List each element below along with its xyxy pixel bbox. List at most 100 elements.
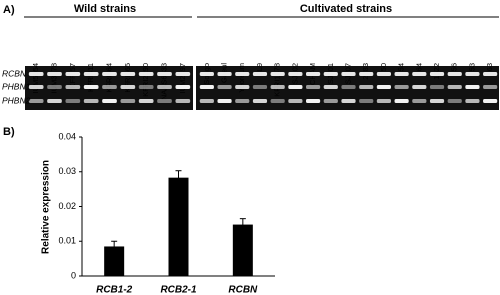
row-label: PHBN2 <box>2 95 31 105</box>
gel-band <box>199 85 214 89</box>
y-tick-label: 0.03 <box>58 166 76 176</box>
lane-label: 63 <box>485 63 494 71</box>
gel-band <box>323 72 338 76</box>
row-label: PHBN1 <box>2 81 31 91</box>
gel-band <box>102 72 117 76</box>
gel-band <box>157 85 172 89</box>
gel-band <box>138 99 154 103</box>
panel-label: A) <box>3 4 15 16</box>
lane-label: IUM5054 <box>31 63 40 93</box>
lane-label: IUM3178 <box>49 63 58 93</box>
gel-band <box>217 85 232 89</box>
gel-band <box>483 72 498 76</box>
gel-band <box>306 99 321 103</box>
gel-band <box>323 85 338 89</box>
y-axis-label: Relative expression <box>41 160 52 254</box>
gel-band <box>102 99 117 103</box>
gel-band <box>217 99 232 103</box>
gel-band <box>199 72 214 76</box>
gel-band <box>394 85 409 89</box>
gel-band <box>359 85 374 89</box>
gel-band <box>120 72 136 76</box>
gel-band <box>175 99 191 103</box>
lane-label: KFRI665 <box>123 63 132 93</box>
gel-band <box>270 85 285 89</box>
gel-band <box>376 85 391 89</box>
bar <box>232 224 253 276</box>
gel-band <box>483 85 498 89</box>
gel-band <box>429 85 445 89</box>
gel-band <box>235 99 250 103</box>
bar <box>104 246 125 276</box>
gel-band <box>376 99 391 103</box>
gel-band <box>47 85 62 89</box>
gel-band <box>252 99 268 103</box>
gel-band <box>120 99 136 103</box>
lane-label: 53 <box>467 63 476 71</box>
gel-band <box>412 72 427 76</box>
gel-band <box>28 72 44 76</box>
gel-band <box>288 72 303 76</box>
gel-band <box>288 85 303 89</box>
group-label: Cultivated strains <box>300 3 392 15</box>
gel-band <box>394 99 409 103</box>
gel-band <box>323 99 338 103</box>
error-bar <box>175 170 182 186</box>
lane-label: 50 <box>379 63 388 71</box>
gel-band <box>65 99 81 103</box>
gel-band <box>306 72 321 76</box>
gel-band <box>270 72 285 76</box>
gel-band <box>306 85 321 89</box>
gel-band <box>429 72 445 76</box>
gel-band <box>217 72 232 76</box>
lane-label: 54 <box>397 63 406 71</box>
gel-band <box>341 99 356 103</box>
gel-band <box>465 99 480 103</box>
gel-band <box>447 99 462 103</box>
y-tick-label: 0.04 <box>58 131 76 141</box>
gel-band <box>157 99 172 103</box>
gel-band <box>138 72 154 76</box>
gel-band <box>102 85 117 89</box>
gel-band <box>65 72 81 76</box>
gel-band <box>412 99 427 103</box>
gel-band <box>252 85 268 89</box>
lane-label: Yeoreum <box>237 63 246 93</box>
gel-band <box>341 72 356 76</box>
gel-band <box>270 99 285 103</box>
lane-label: KFRI411 <box>86 63 95 92</box>
gel-band <box>83 99 99 103</box>
gel-band <box>28 85 44 89</box>
gel-band <box>47 99 62 103</box>
x-tick-label: RCBN <box>228 285 258 295</box>
y-tick-label: 0 <box>71 270 76 280</box>
error-bar <box>239 218 246 231</box>
lane-label: IUM2497 <box>178 63 187 93</box>
gel-band <box>157 72 172 76</box>
lane-label: 2783 <box>361 63 370 80</box>
gel-band <box>412 85 427 89</box>
gel-band <box>235 85 250 89</box>
gel-band <box>359 72 374 76</box>
lane-label: 56 <box>450 63 459 71</box>
gel-band <box>138 85 154 89</box>
gel-band <box>175 72 191 76</box>
lane-label: SL9 <box>255 63 264 76</box>
lane-label: KFRI664 <box>104 63 113 93</box>
gel-band <box>288 99 303 103</box>
y-tick-label: 0.01 <box>58 236 76 246</box>
y-tick-label: 0.02 <box>58 201 76 211</box>
gel-band <box>376 72 391 76</box>
gel-band <box>252 72 268 76</box>
error-bar <box>111 240 118 253</box>
group-label: Wild strains <box>74 3 136 15</box>
gel-band <box>83 85 99 89</box>
gel-band <box>175 85 191 89</box>
gel-band <box>47 72 62 76</box>
x-tick-label: RCB2-1 <box>160 285 197 295</box>
gel-band <box>429 99 445 103</box>
gel-band <box>394 72 409 76</box>
gel-band <box>483 99 498 103</box>
lane-label: 64 <box>414 63 423 71</box>
